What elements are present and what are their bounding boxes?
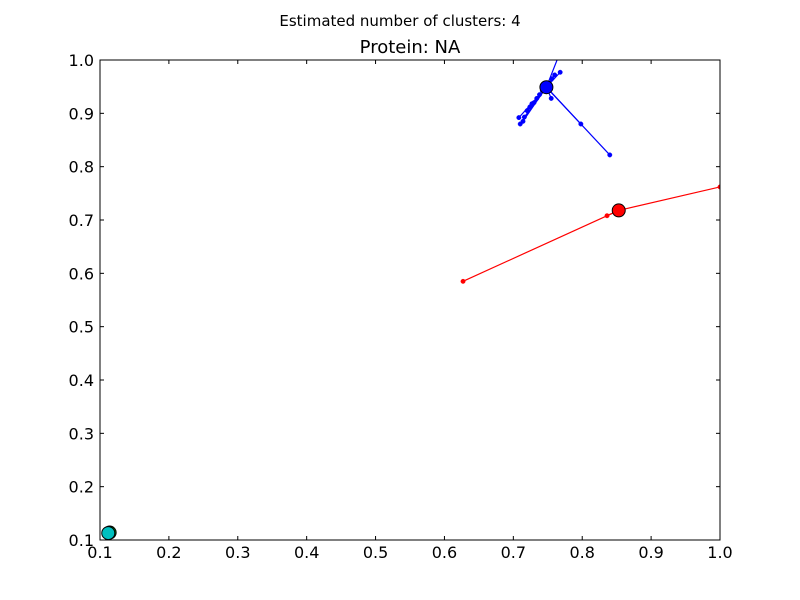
y-tick-labels: 0.1 0.2 0.3 0.4 0.5 0.6 0.7 0.8 0.9 1.0 [69,51,94,550]
y-tick-label: 0.6 [69,264,94,283]
cluster-link-line [618,186,720,211]
y-tick-label: 1.0 [69,51,94,70]
cluster-member-point [524,108,530,114]
x-tick-label: 1.0 [707,543,732,562]
cluster-member-point [548,95,554,101]
cluster-2 [460,184,720,284]
cluster-member-point [516,115,522,121]
y-tick-label: 0.7 [69,211,94,230]
cluster-link-line [462,209,619,282]
plot-area [100,60,720,540]
x-tick-label: 0.1 [87,543,112,562]
cluster-member-point [460,278,466,284]
cluster-center-marker [611,203,626,218]
cluster-member-point [607,152,613,158]
cluster-member-point [534,95,540,101]
chart-title: Protein: NA [360,37,461,58]
cluster-link-line [545,86,611,156]
y-tick-label: 0.8 [69,158,94,177]
cluster-layer [101,60,720,540]
cluster-member-point [527,104,533,110]
cluster-member-point [520,118,526,124]
cluster-member-point [557,69,563,75]
x-tick-label: 0.5 [363,543,388,562]
y-tick-label: 0.5 [69,318,94,337]
y-tick-label: 0.1 [69,531,94,550]
y-tick-label: 0.2 [69,478,94,497]
figure-suptitle: Estimated number of clusters: 4 [279,12,520,30]
cluster-4 [101,526,116,540]
x-tick-label: 0.4 [294,543,319,562]
x-tick-label: 0.2 [156,543,181,562]
y-tick-label: 0.9 [69,104,94,123]
plot-border [99,59,721,541]
cluster-center-marker [539,80,554,95]
x-tick-label: 0.6 [432,543,457,562]
x-tick-label: 0.9 [638,543,663,562]
cluster-1 [516,60,613,158]
x-tick-labels: 0.1 0.2 0.3 0.4 0.5 0.6 0.7 0.8 0.9 1.0 [87,543,732,562]
x-tick-label: 0.8 [569,543,594,562]
y-tick-label: 0.4 [69,371,94,390]
cluster-member-point [604,213,610,219]
cluster-member-point [537,92,542,98]
cluster-member-point [521,114,527,120]
x-tick-label: 0.3 [225,543,250,562]
x-tick-label: 0.7 [501,543,526,562]
cluster-member-point [552,72,558,78]
cluster-center-marker [101,526,116,540]
y-tick-label: 0.3 [69,424,94,443]
cluster-member-point [549,76,555,82]
cluster-member-point [578,121,584,127]
